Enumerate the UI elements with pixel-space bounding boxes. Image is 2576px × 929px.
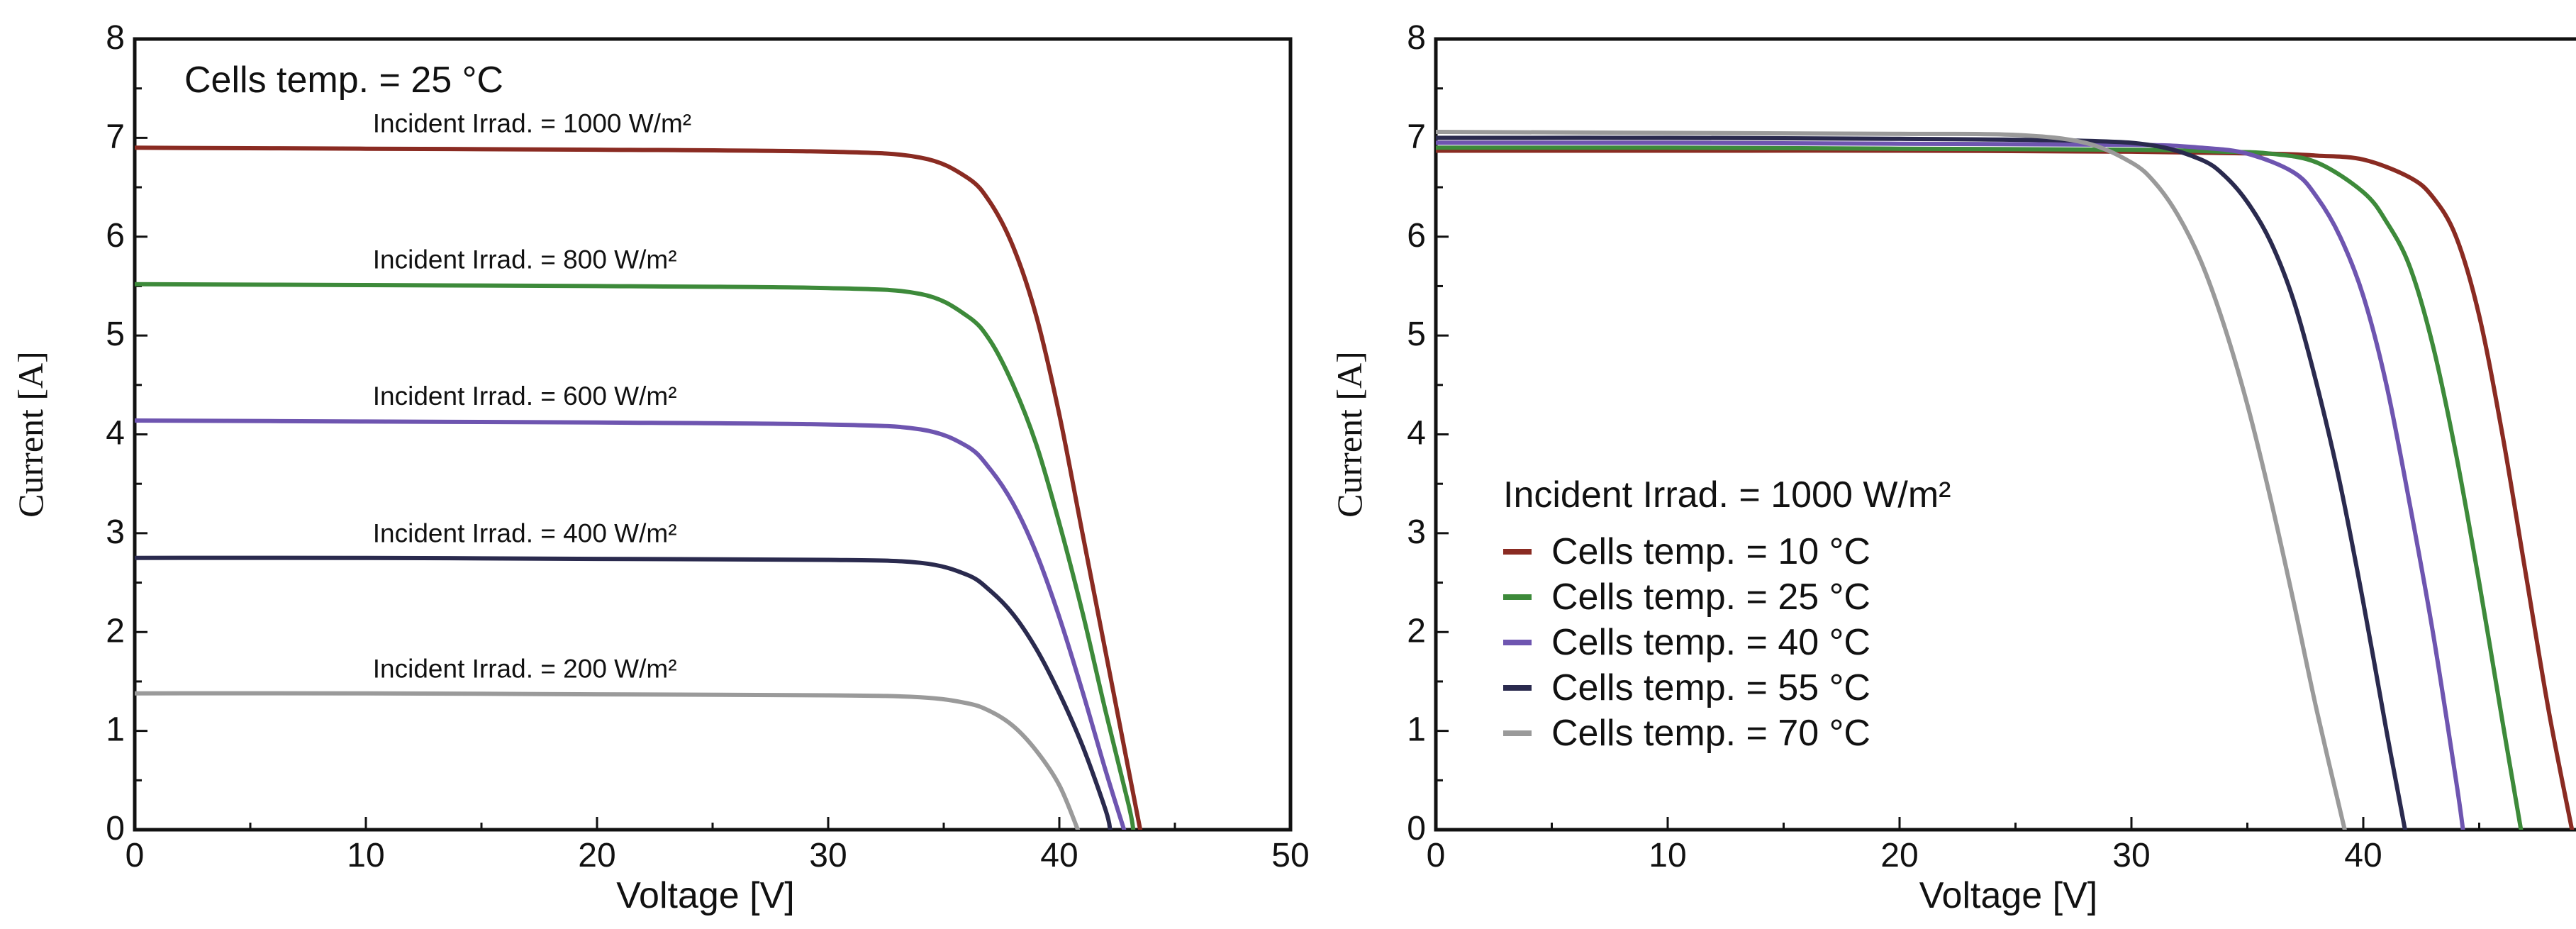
x-tick-label: 10: [347, 837, 384, 874]
y-tick-label: 1: [1407, 711, 1426, 749]
legend-title: Incident Irrad. = 1000 W/m²: [1503, 474, 1951, 516]
series-line-1: [1436, 148, 2575, 830]
x-tick-label: 20: [1880, 837, 1918, 874]
y-axis-title: Current [A]: [11, 351, 50, 518]
x-axis-title: Voltage [V]: [1919, 875, 2098, 916]
series-label-1: Incident Irrad. = 1000 W/m²: [373, 109, 691, 138]
y-tick-label: 6: [106, 217, 125, 255]
series-line-2: [1436, 145, 2524, 830]
legend-entry-4: Cells temp. = 55 °C: [1551, 667, 1870, 708]
y-axis-title: Current [A]: [1329, 351, 1369, 518]
y-tick-label: 7: [1407, 118, 1426, 155]
series-line-3: [135, 418, 1127, 830]
legend-entry-2: Cells temp. = 25 °C: [1551, 577, 1870, 618]
y-tick-label: 8: [106, 19, 125, 57]
x-tick-label: 20: [578, 837, 615, 874]
x-tick-label: 30: [809, 837, 847, 874]
series-line-3: [1436, 140, 2465, 830]
x-tick-label: 30: [2112, 837, 2150, 874]
chart-annotation: Cells temp. = 25 °C: [184, 60, 503, 101]
x-tick-label: 40: [1040, 837, 1078, 874]
irradiance-chart: 0 10 20 30 40 50 0 1 2 3 4 5 6 7 8 Voltage [V] Current […: [11, 19, 1310, 916]
x-tick-label: 50: [1271, 837, 1309, 874]
series-line-5: [135, 691, 1081, 830]
series-label-2: Incident Irrad. = 800 W/m²: [373, 245, 677, 274]
series-line-2: [135, 282, 1136, 830]
y-tick-label: 4: [1407, 415, 1426, 452]
legend-entry-1: Cells temp. = 10 °C: [1551, 531, 1870, 572]
legend-entry-5: Cells temp. = 70 °C: [1551, 713, 1870, 754]
x-tick-label: 40: [2344, 837, 2382, 874]
y-tick-label: 0: [106, 810, 125, 847]
curve-group: [1436, 130, 2575, 830]
y-tick-label: 6: [1407, 217, 1426, 255]
curve-group: [135, 145, 1143, 830]
y-tick-label: 0: [1407, 810, 1426, 847]
y-tick-label: 5: [106, 316, 125, 353]
x-axis-title: Voltage [V]: [616, 875, 795, 916]
y-tick-label: 1: [106, 711, 125, 749]
series-label-4: Incident Irrad. = 400 W/m²: [373, 519, 677, 548]
y-tick-label: 2: [1407, 612, 1426, 650]
y-tick-label: 7: [106, 118, 125, 155]
y-tick-label: 8: [1407, 19, 1426, 57]
y-tick-label: 3: [1407, 513, 1426, 551]
legend-entry-3: Cells temp. = 40 °C: [1551, 622, 1870, 663]
y-tick-label: 3: [106, 513, 125, 551]
series-label-3: Incident Irrad. = 600 W/m²: [373, 382, 677, 411]
series-line-4: [135, 555, 1113, 830]
series-line-1: [135, 145, 1143, 830]
x-tick-label: 10: [1649, 837, 1686, 874]
series-label-5: Incident Irrad. = 200 W/m²: [373, 655, 677, 684]
y-tick-label: 2: [106, 612, 125, 650]
x-tick-label: 0: [1427, 837, 1446, 874]
y-tick-label: 4: [106, 415, 125, 452]
plot-frame: [1434, 37, 2576, 832]
y-tick-label: 5: [1407, 316, 1426, 353]
series-line-4: [1436, 135, 2407, 830]
series-line-5: [1436, 130, 2347, 830]
x-tick-label: 0: [126, 837, 145, 874]
